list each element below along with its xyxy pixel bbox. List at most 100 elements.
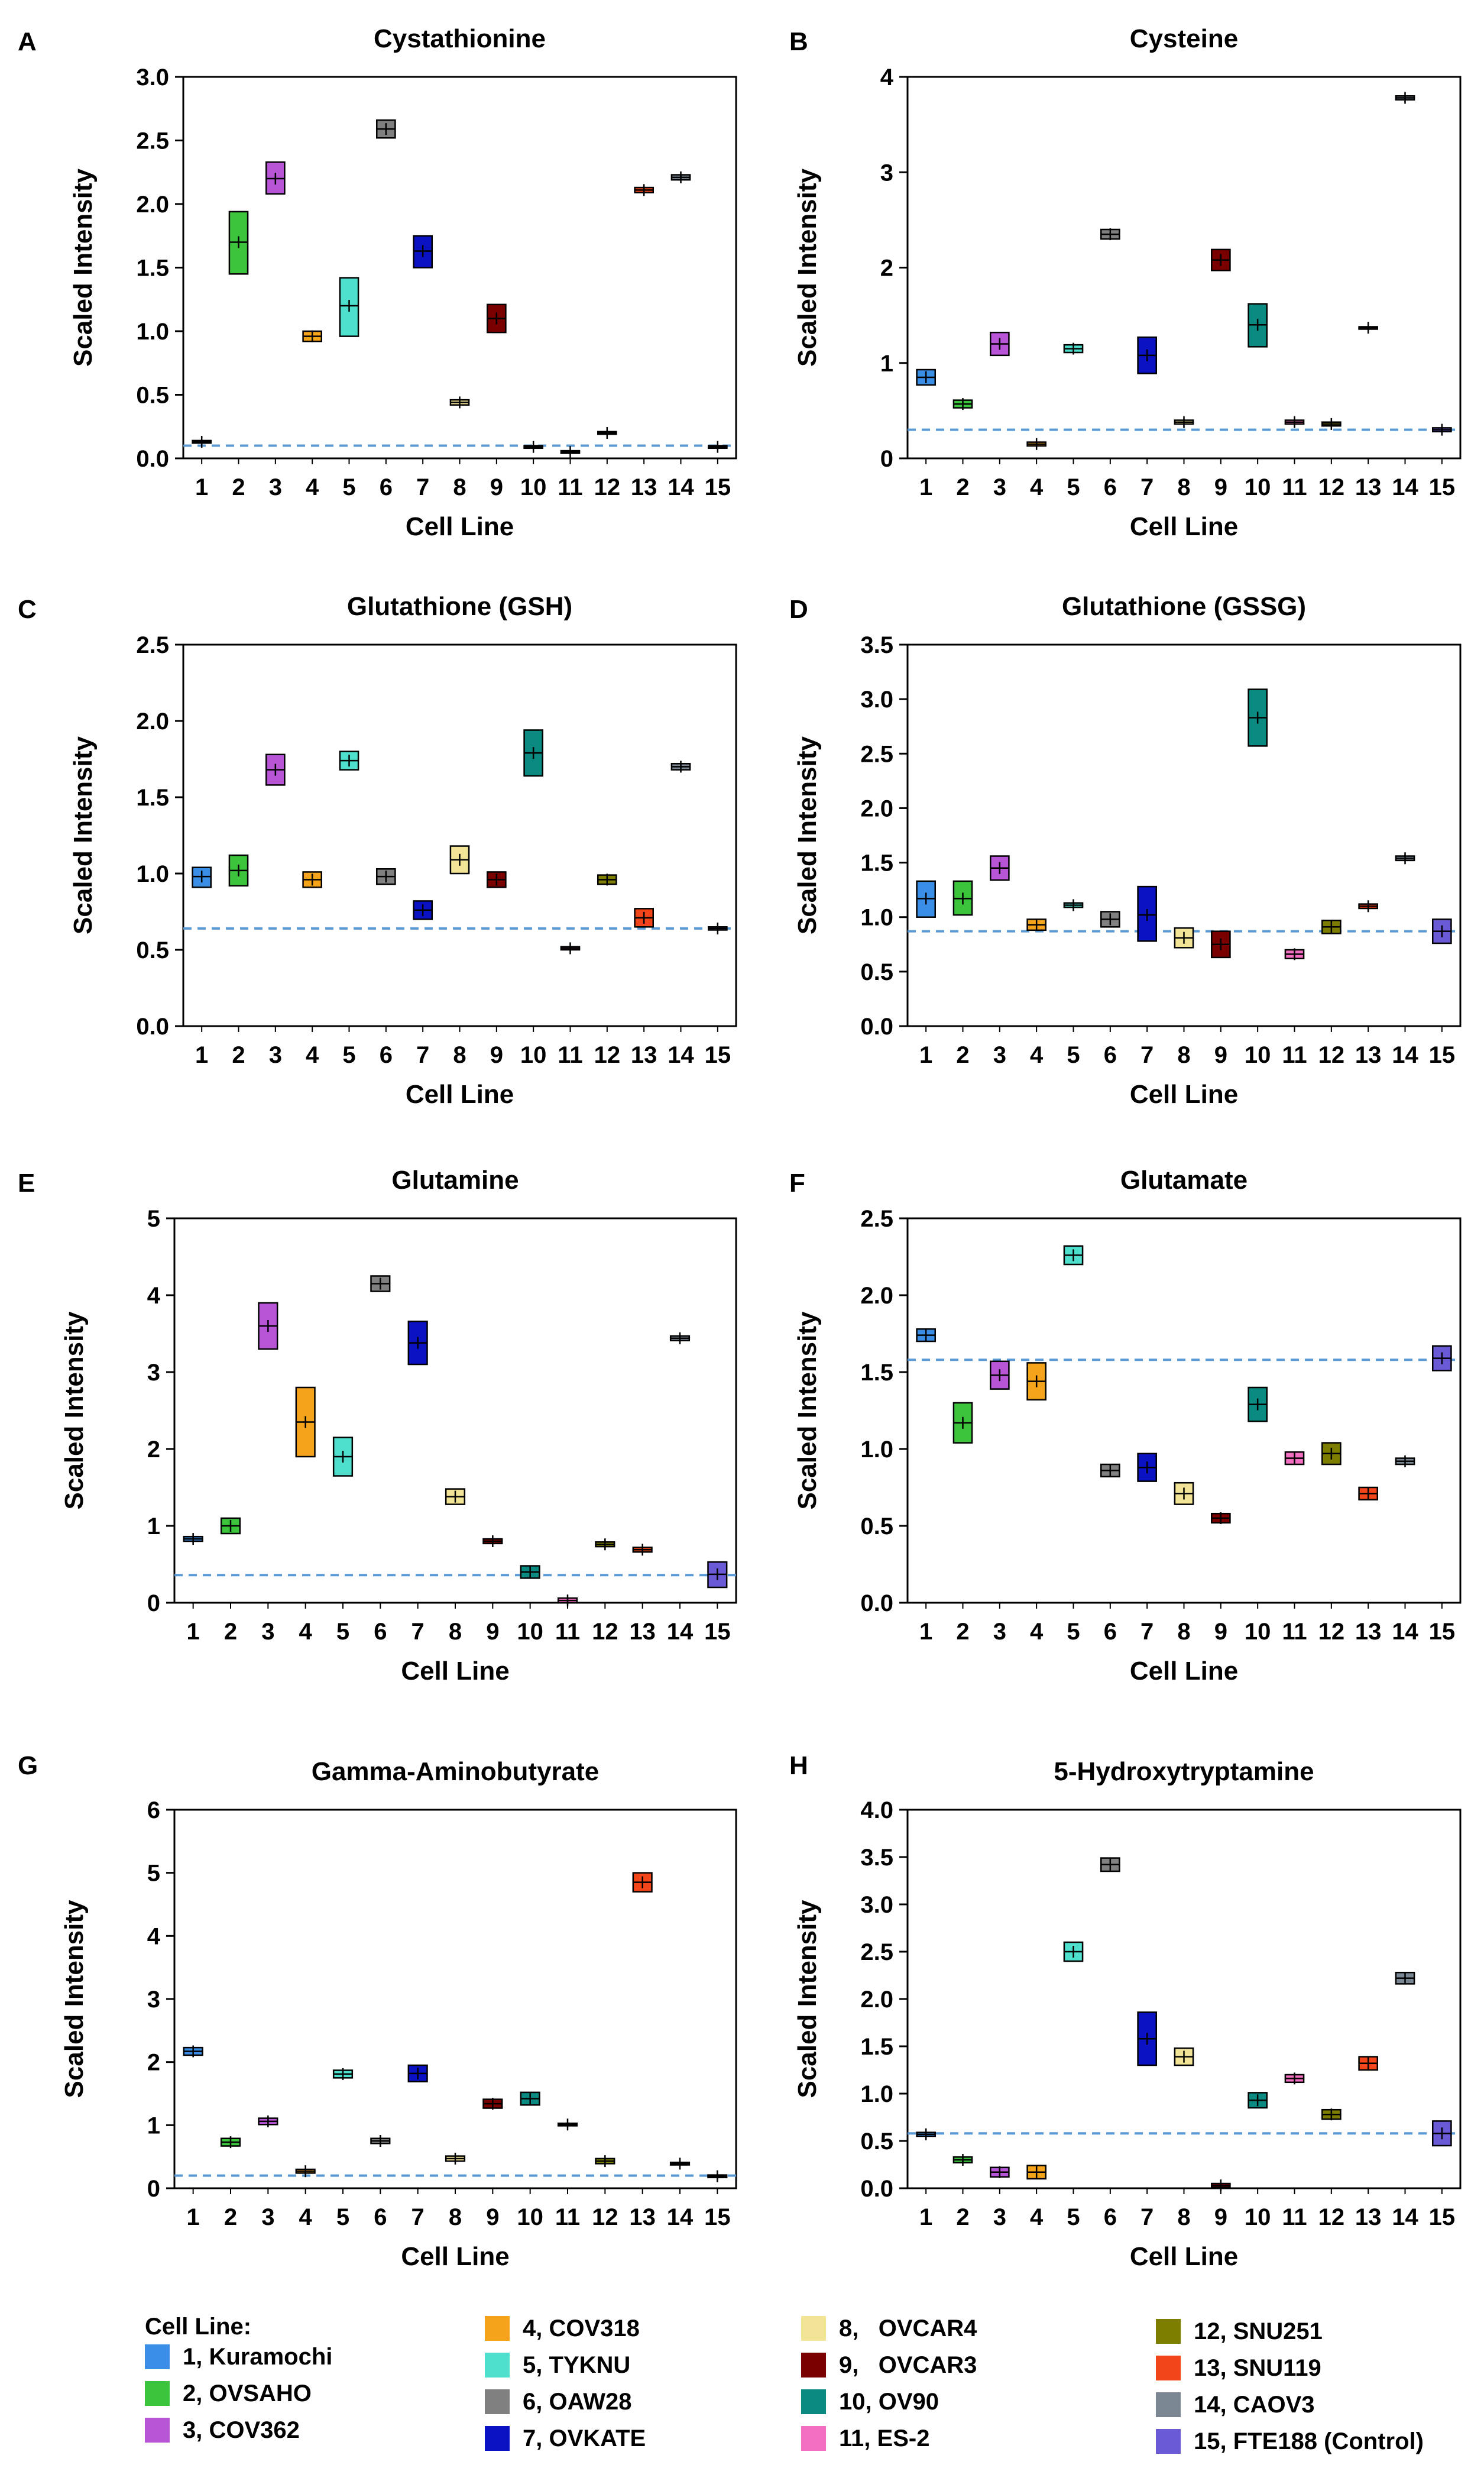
x-tick-label: 10 <box>1245 1042 1271 1068</box>
y-axis-label: Scaled Intensity <box>60 1311 89 1510</box>
x-tick-label: 2 <box>224 1619 237 1645</box>
x-tick-label: 1 <box>195 474 208 500</box>
x-tick-label: 8 <box>1177 474 1190 500</box>
x-tick-label: 11 <box>555 1619 580 1645</box>
x-tick-label: 5 <box>342 474 355 500</box>
y-tick-label: 4 <box>147 1923 161 1949</box>
y-tick-label: 3 <box>880 160 893 186</box>
y-axis-label: Scaled Intensity <box>69 168 98 367</box>
x-tick-label: 10 <box>520 474 547 500</box>
y-tick-label: 2.5 <box>860 1939 893 1965</box>
x-tick-label: 14 <box>1392 474 1418 500</box>
x-tick-label: 3 <box>993 1619 1006 1645</box>
x-axis-label: Cell Line <box>401 1657 509 1686</box>
panel-label: G <box>18 1751 38 1780</box>
x-tick-label: 1 <box>919 2204 932 2230</box>
x-tick-label: 8 <box>1177 1042 1190 1068</box>
x-tick-label: 14 <box>667 2204 694 2230</box>
x-tick-label: 11 <box>558 1042 582 1068</box>
x-tick-label: 11 <box>1282 1619 1307 1645</box>
x-tick-label: 1 <box>187 2204 200 2230</box>
plot-frame <box>906 76 1462 460</box>
y-tick-label: 0.0 <box>860 1014 893 1040</box>
y-tick-label: 0.5 <box>860 959 893 985</box>
x-tick-label: 7 <box>1140 474 1153 500</box>
x-tick-label: 1 <box>187 1619 200 1645</box>
y-tick-label: 3.0 <box>136 64 169 90</box>
y-axis-label: Scaled Intensity <box>793 168 822 367</box>
x-tick-label: 13 <box>1355 1042 1382 1068</box>
y-tick-label: 1 <box>880 351 893 377</box>
x-tick-label: 3 <box>269 1042 282 1068</box>
x-tick-label: 12 <box>592 1619 618 1645</box>
panel-label: C <box>18 595 37 624</box>
x-tick-label: 1 <box>919 474 932 500</box>
x-tick-label: 7 <box>1140 2204 1153 2230</box>
plot-frame <box>182 643 737 1027</box>
x-tick-label: 6 <box>1104 1619 1117 1645</box>
x-tick-label: 14 <box>668 1042 694 1068</box>
x-tick-label: 12 <box>1318 1619 1345 1645</box>
y-axis-label: Scaled Intensity <box>793 1311 822 1510</box>
x-tick-label: 4 <box>1030 1619 1044 1645</box>
y-tick-label: 2.5 <box>860 741 893 767</box>
y-tick-label: 2.0 <box>860 1987 893 2013</box>
y-tick-label: 0.5 <box>136 937 169 963</box>
y-tick-label: 2.5 <box>860 1206 893 1232</box>
x-axis-label: Cell Line <box>1130 2242 1238 2271</box>
x-tick-label: 2 <box>956 1619 969 1645</box>
y-tick-label: 0.5 <box>860 1513 893 1539</box>
y-tick-label: 2 <box>147 1437 160 1463</box>
x-tick-label: 12 <box>1318 474 1345 500</box>
x-tick-label: 7 <box>1140 1619 1153 1645</box>
x-tick-label: 10 <box>1245 2204 1271 2230</box>
x-tick-label: 13 <box>629 2204 656 2230</box>
x-tick-label: 7 <box>411 2204 425 2230</box>
plot-frame <box>173 1809 737 2189</box>
x-tick-label: 15 <box>1429 474 1456 500</box>
x-tick-label: 11 <box>1282 2204 1307 2230</box>
x-tick-label: 9 <box>486 2204 499 2230</box>
x-tick-label: 11 <box>1282 474 1307 500</box>
y-axis-label: Scaled Intensity <box>793 736 822 934</box>
x-tick-label: 7 <box>1140 1042 1153 1068</box>
x-tick-label: 7 <box>416 474 429 500</box>
y-tick-label: 2.0 <box>860 795 893 821</box>
y-tick-label: 1 <box>147 1513 160 1539</box>
y-tick-label: 2.5 <box>136 128 169 154</box>
y-tick-label: 6 <box>147 1797 160 1823</box>
y-tick-label: 2.0 <box>860 1283 893 1309</box>
x-tick-label: 4 <box>1030 1042 1044 1068</box>
x-tick-label: 2 <box>232 1042 245 1068</box>
x-tick-label: 4 <box>299 2204 313 2230</box>
x-tick-label: 9 <box>490 1042 503 1068</box>
panel-label: B <box>789 27 808 56</box>
x-tick-label: 8 <box>449 2204 462 2230</box>
y-tick-label: 1.0 <box>860 1437 893 1463</box>
panel-label: D <box>789 595 808 624</box>
y-tick-label: 5 <box>147 1861 160 1887</box>
x-tick-label: 2 <box>956 2204 969 2230</box>
x-axis-label: Cell Line <box>406 1080 514 1109</box>
y-tick-label: 0.0 <box>136 1014 169 1040</box>
x-tick-label: 6 <box>380 474 393 500</box>
x-tick-label: 6 <box>374 1619 387 1645</box>
y-tick-label: 2.5 <box>136 632 169 658</box>
chart-title: Glutamine <box>391 1166 519 1195</box>
y-tick-label: 4 <box>147 1283 161 1309</box>
x-tick-label: 8 <box>453 1042 466 1068</box>
x-tick-label: 10 <box>517 2204 543 2230</box>
x-tick-label: 15 <box>705 1042 731 1068</box>
chart-title: Glutathione (GSSG) <box>1062 592 1306 621</box>
y-tick-label: 3 <box>147 1360 160 1386</box>
x-tick-label: 12 <box>594 1042 621 1068</box>
plot-frame <box>173 1217 737 1604</box>
x-tick-label: 14 <box>1392 1619 1418 1645</box>
y-tick-label: 1.0 <box>136 861 169 887</box>
x-tick-label: 4 <box>306 1042 319 1068</box>
x-tick-label: 8 <box>453 474 466 500</box>
x-tick-label: 1 <box>919 1619 932 1645</box>
x-tick-label: 12 <box>1318 1042 1345 1068</box>
x-tick-label: 3 <box>993 2204 1006 2230</box>
